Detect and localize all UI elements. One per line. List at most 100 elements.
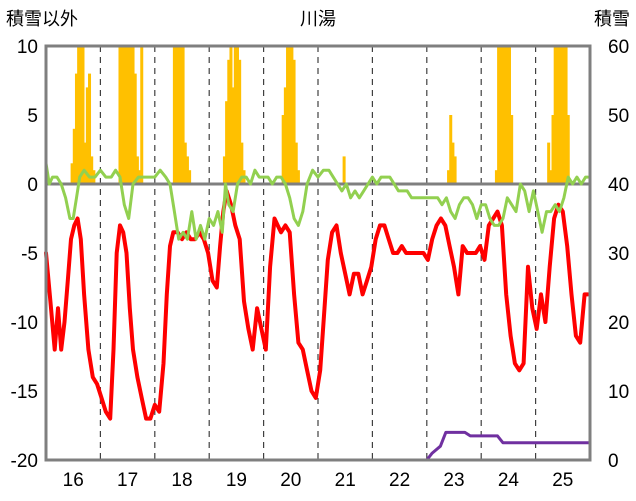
x-tick-label: 16 — [63, 470, 84, 491]
bar — [88, 73, 92, 184]
left-tick-label: -15 — [11, 382, 38, 403]
bar — [131, 46, 135, 184]
bar — [179, 46, 183, 184]
right-axis-ticks: 60 50 40 30 20 10 0 — [608, 37, 629, 472]
bar — [175, 46, 179, 184]
left-tick-label: -20 — [11, 451, 38, 472]
bar — [494, 170, 498, 184]
bar — [510, 115, 514, 184]
bar — [222, 156, 226, 184]
bar — [127, 46, 131, 184]
bar — [283, 87, 287, 184]
bar — [286, 46, 290, 184]
bar — [451, 142, 455, 184]
bar — [177, 46, 181, 184]
right-tick-label: 30 — [608, 244, 629, 265]
bar — [229, 46, 233, 184]
bar — [453, 156, 457, 184]
bar — [90, 156, 94, 184]
bar — [290, 46, 294, 184]
right-tick-label: 10 — [608, 382, 629, 403]
x-tick-label: 23 — [443, 470, 464, 491]
bar — [118, 46, 122, 184]
bar — [555, 46, 559, 184]
x-tick-label: 17 — [117, 470, 138, 491]
series-line-3 — [44, 430, 592, 462]
bar — [503, 46, 507, 184]
x-tick-label: 25 — [552, 470, 573, 491]
right-tick-label: 50 — [608, 106, 629, 127]
bar — [292, 59, 296, 184]
bar — [81, 46, 85, 184]
chart-title: 川湯 — [300, 9, 336, 30]
bar — [79, 46, 83, 184]
bar — [125, 46, 129, 184]
x-axis-ticks: 16 17 18 19 20 21 22 23 24 25 — [63, 470, 574, 491]
bar — [505, 46, 509, 184]
left-tick-label: -5 — [21, 244, 38, 265]
x-tick-label: 20 — [280, 470, 301, 491]
right-tick-label: 40 — [608, 175, 629, 196]
bar — [231, 87, 235, 184]
bar — [70, 163, 74, 184]
bar — [447, 170, 451, 184]
bar-layer — [70, 46, 570, 184]
left-axis-label: 積雪以外 — [6, 9, 78, 30]
bar — [188, 170, 192, 184]
plot-frame — [44, 44, 592, 462]
bar — [501, 46, 505, 184]
bar — [558, 46, 562, 184]
x-tick-label: 19 — [226, 470, 247, 491]
left-axis-ticks: 10 5 0 -5 -10 -15 -20 — [11, 37, 38, 472]
bar — [120, 46, 124, 184]
bar — [83, 142, 87, 184]
x-tick-label: 21 — [335, 470, 356, 491]
bar — [227, 59, 231, 184]
bar — [72, 128, 76, 184]
bar — [566, 115, 570, 184]
bar — [135, 156, 139, 184]
bar — [240, 142, 244, 184]
bar — [140, 46, 144, 184]
bar — [129, 46, 133, 184]
bar — [560, 46, 564, 184]
bar — [238, 59, 242, 184]
left-tick-label: 5 — [27, 106, 38, 127]
left-tick-label: 10 — [17, 37, 38, 58]
bar — [551, 115, 555, 184]
series-line-2 — [44, 161, 590, 241]
bar — [288, 46, 292, 184]
bar — [507, 46, 511, 184]
bar — [185, 156, 189, 184]
series-line-1 — [44, 188, 590, 421]
bar — [122, 46, 126, 184]
bar — [564, 46, 568, 184]
bar — [499, 46, 503, 184]
bar — [553, 46, 557, 184]
left-tick-label: 0 — [27, 175, 38, 196]
bar — [342, 156, 346, 184]
bar — [449, 115, 453, 184]
x-tick-label: 22 — [389, 470, 410, 491]
right-tick-label: 0 — [608, 451, 619, 472]
bar — [133, 73, 137, 184]
bar — [497, 46, 501, 184]
bar — [294, 142, 298, 184]
bar — [233, 46, 237, 184]
bar — [74, 73, 78, 184]
bar — [296, 170, 300, 184]
right-tick-label: 20 — [608, 313, 629, 334]
series-layer — [44, 161, 592, 462]
bar — [549, 170, 553, 184]
bar — [85, 87, 89, 184]
bar — [77, 46, 81, 184]
bar — [547, 142, 551, 184]
right-axis-label: 積雪 — [594, 9, 630, 30]
bar — [172, 46, 176, 184]
x-tick-label: 24 — [498, 470, 520, 491]
bar — [183, 142, 187, 184]
x-tick-label: 18 — [171, 470, 192, 491]
bar — [225, 101, 229, 184]
